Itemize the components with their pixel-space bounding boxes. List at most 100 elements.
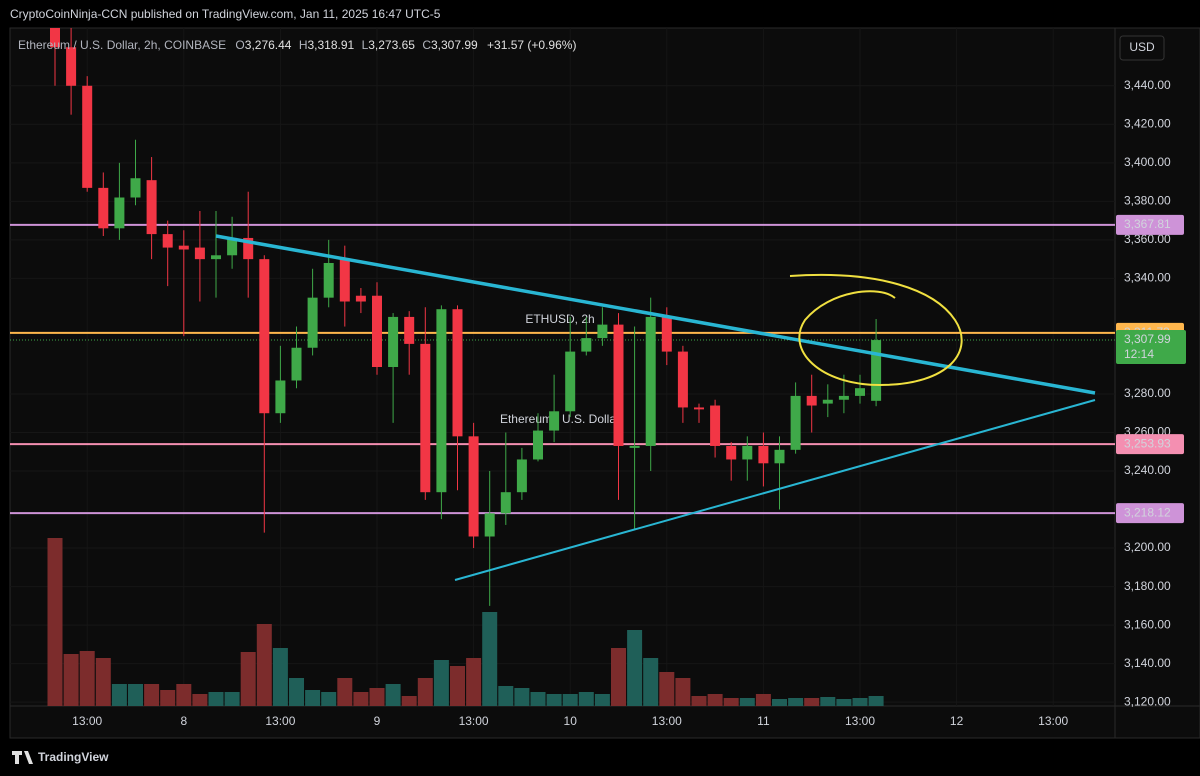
volume-bar	[401, 696, 417, 706]
publisher: CryptoCoinNinja-CCN published on Trading…	[10, 7, 441, 21]
watermark-symbol: ETHUSD, 2h	[525, 312, 594, 326]
x-tick-label: 10	[564, 714, 578, 728]
volume-bar	[772, 699, 787, 706]
volume-bar	[562, 694, 578, 706]
candle-body	[774, 449, 785, 464]
candle-body	[275, 380, 286, 414]
volume-bar	[578, 692, 594, 706]
candle-body	[436, 309, 447, 493]
volume-bar	[224, 692, 240, 706]
candle-body	[307, 297, 318, 348]
y-tick-label: 3,340.00	[1124, 271, 1171, 285]
candle-body	[597, 324, 608, 339]
volume-bar	[369, 688, 385, 706]
volume-bar	[176, 684, 192, 706]
y-tick-label: 3,140.00	[1124, 656, 1171, 670]
volume-bar	[611, 648, 626, 706]
y-tick-label: 3,440.00	[1124, 78, 1171, 92]
x-tick-label: 8	[180, 714, 187, 728]
volume-bar	[79, 651, 95, 706]
volume-pane	[47, 538, 884, 706]
candle-body	[211, 255, 221, 260]
candle-body	[790, 395, 801, 450]
last-price-label: 3,307.99	[1124, 332, 1171, 346]
volume-bar	[417, 678, 433, 706]
volume-bar	[675, 678, 691, 706]
y-tick-label: 3,380.00	[1124, 194, 1171, 208]
candle-body	[227, 237, 238, 256]
candle-body	[806, 395, 817, 406]
legend-symbol: Ethereum / U.S. Dollar, 2h, COINBASE	[18, 38, 226, 52]
volume-bar	[63, 654, 79, 706]
candle-body	[146, 180, 157, 235]
candle-body	[82, 85, 93, 188]
y-tick-label: 3,240.00	[1124, 463, 1171, 477]
candle-body	[388, 316, 399, 367]
y-tick-label: 3,400.00	[1124, 155, 1171, 169]
brand-logo	[12, 751, 33, 764]
candle-body	[500, 492, 511, 514]
volume-bar	[868, 696, 884, 706]
volume-bar	[546, 694, 562, 706]
volume-bar	[160, 690, 176, 706]
candle-body	[694, 407, 704, 410]
volume-bar	[305, 690, 321, 706]
volume-bar	[755, 694, 771, 706]
candle-body	[468, 436, 479, 537]
candle-body	[629, 445, 640, 448]
legend-l-label: L	[362, 38, 369, 52]
y-tick-label: 3,180.00	[1124, 579, 1171, 593]
x-tick-label: 9	[374, 714, 381, 728]
candle-body	[259, 259, 270, 414]
volume-bar	[240, 652, 256, 706]
y-tick-label: 3,280.00	[1124, 386, 1171, 400]
x-tick-label: 13:00	[72, 714, 102, 728]
legend-o: 3,276.44	[245, 38, 292, 52]
candle-body	[178, 245, 189, 250]
volume-bar	[208, 692, 224, 706]
candle-body	[372, 295, 382, 367]
level-label: 3,367.81	[1124, 217, 1171, 231]
candle-body	[855, 388, 865, 396]
candle-body	[758, 445, 769, 464]
candle-body	[291, 347, 302, 381]
x-tick-label: 13:00	[652, 714, 682, 728]
brand: TradingView	[38, 750, 109, 764]
level-label-bg	[1116, 434, 1184, 455]
x-tick-label: 13:00	[1038, 714, 1068, 728]
candle-body	[355, 295, 366, 302]
x-tick-label: 13:00	[459, 714, 489, 728]
candle-body	[404, 316, 415, 344]
candle-body	[516, 459, 527, 493]
level-label-bg	[1116, 503, 1184, 524]
candle-body	[645, 316, 656, 446]
candle-body	[114, 197, 125, 229]
volume-bar	[691, 696, 707, 706]
x-tick-label: 12	[950, 714, 964, 728]
candle-body	[194, 247, 205, 260]
candle-body	[533, 430, 543, 460]
legend-l: 3,273.65	[368, 38, 415, 52]
volume-bar	[450, 666, 465, 706]
candle-body	[613, 324, 624, 446]
candle-body	[323, 262, 334, 298]
candle-body	[339, 259, 350, 302]
candle-body	[565, 351, 576, 412]
y-tick-label: 3,160.00	[1124, 617, 1171, 631]
candle-body	[50, 28, 60, 48]
y-tick-label: 3,360.00	[1124, 232, 1171, 246]
ascending-trendline	[454, 399, 1096, 581]
volume-bar	[530, 692, 546, 706]
candle-body	[162, 234, 173, 248]
volume-bar	[739, 698, 755, 706]
price-axis: 3,120.00 3,140.00 3,160.00 3,180.00 3,200.00…	[72, 78, 1186, 728]
countdown: 12:14	[1124, 347, 1154, 361]
volume-bar	[321, 692, 337, 706]
chart-frame	[9, 27, 1200, 739]
volume-bar	[836, 699, 852, 706]
volume-bar	[594, 694, 610, 706]
y-tick-label: 3,420.00	[1124, 116, 1171, 130]
last-price-bg	[1116, 330, 1186, 365]
volume-bar	[820, 697, 836, 706]
candle-body	[838, 395, 849, 400]
